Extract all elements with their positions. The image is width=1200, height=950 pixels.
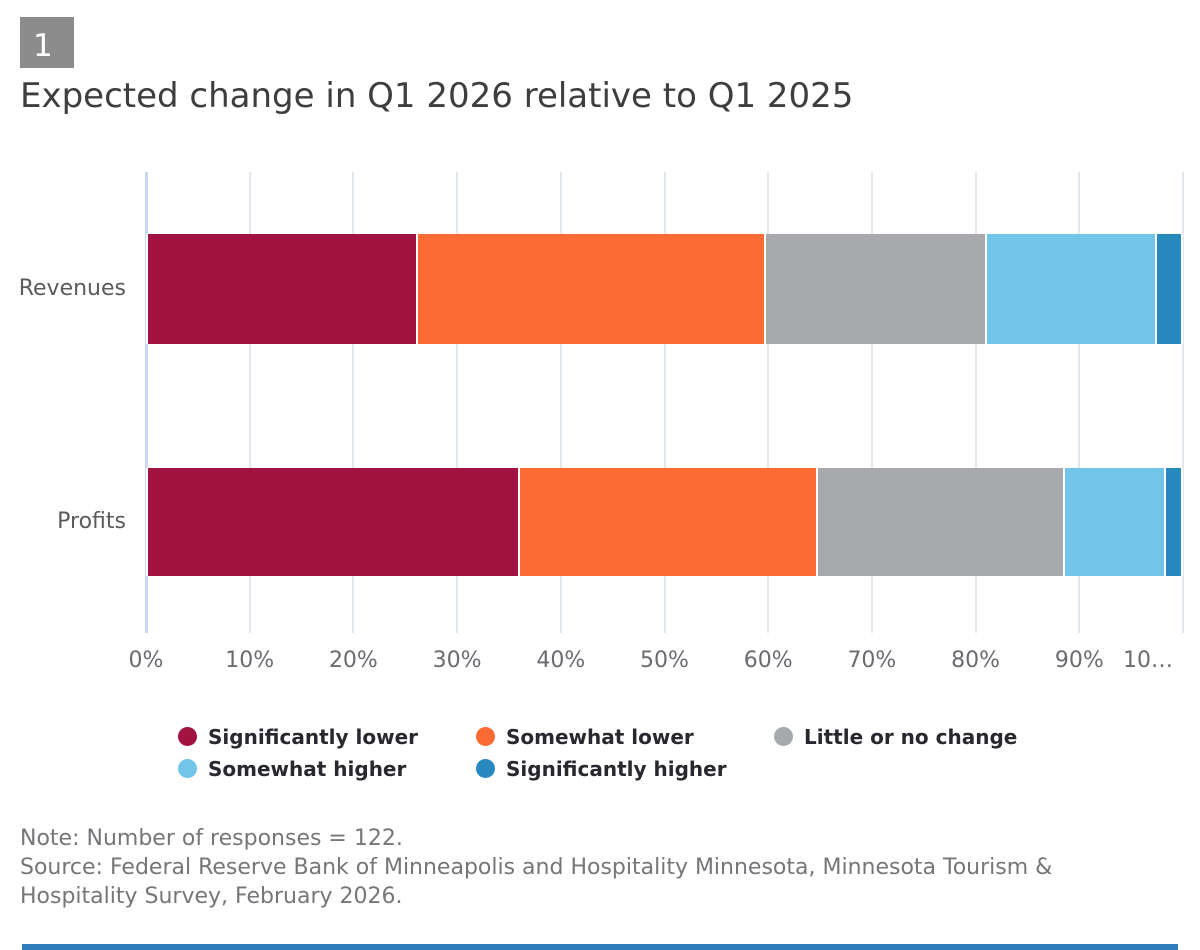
bar-segment-somewhat-lower[interactable] (520, 468, 818, 576)
legend-label: Significantly higher (506, 756, 727, 781)
x-tick-label: 70% (847, 648, 897, 673)
legend-dot (476, 727, 495, 746)
bar-segment-significantly-higher[interactable] (1166, 468, 1183, 576)
gridline (352, 172, 355, 633)
footnotes: Note: Number of responses = 122. Source:… (20, 824, 1160, 911)
x-axis: 0% 10% 20% 30% 40% 50% 60% 70% 80% 90% 10… (129, 648, 1183, 680)
gridline (456, 172, 459, 633)
bar-revenues (146, 234, 1183, 344)
legend-dot (178, 759, 197, 778)
x-tick-label: 40% (536, 648, 586, 673)
x-tick-label: 10% (225, 648, 275, 673)
legend-item-somewhat-lower[interactable]: Somewhat lower (476, 721, 774, 752)
bar-segment-significantly-lower[interactable] (146, 468, 521, 576)
gridline (559, 172, 562, 633)
note-line: Note: Number of responses = 122. (20, 826, 403, 851)
x-tick-label: 90% (1054, 648, 1104, 673)
x-tick-label: 20% (328, 648, 378, 673)
bar-segment-significantly-lower[interactable] (146, 234, 418, 344)
legend-label: Significantly lower (208, 724, 418, 749)
bar-profits (146, 468, 1183, 576)
chart-title: Expected change in Q1 2026 relative to Q… (20, 76, 854, 116)
legend-label: Somewhat lower (506, 724, 694, 749)
footer-accent-bar (22, 944, 1178, 950)
gridline (1182, 172, 1184, 633)
legend-item-significantly-higher[interactable]: Significantly higher (476, 753, 774, 784)
x-tick-label: 50% (640, 648, 689, 673)
gridline (1078, 172, 1081, 633)
figure-number-badge: 1 (20, 17, 74, 68)
gridline (145, 172, 148, 633)
gridline (663, 172, 666, 633)
x-tick-label: 60% (743, 648, 793, 673)
gridline (767, 172, 770, 633)
bar-segment-somewhat-lower[interactable] (417, 234, 767, 344)
legend-item-somewhat-higher[interactable]: Somewhat higher (178, 753, 476, 784)
x-tick-label: 80% (951, 648, 1001, 673)
legend-label: Somewhat higher (208, 756, 407, 781)
plot-area (145, 172, 1184, 633)
legend: Significantly lower Somewhat lower Little … (178, 721, 1104, 784)
source-line: Source: Federal Reserve Bank of Minneapo… (20, 855, 1053, 909)
legend-item-little-or-no-change[interactable]: Little or no change (774, 721, 1104, 752)
bar-segment-little-or-no-change[interactable] (766, 234, 987, 344)
bar-segment-somewhat-higher[interactable] (986, 234, 1158, 344)
x-tick-label: 30% (432, 648, 482, 673)
legend-dot (178, 727, 197, 746)
legend-dot (774, 727, 793, 746)
bar-segment-little-or-no-change[interactable] (817, 468, 1065, 576)
y-category-label-revenues: Revenues (18, 276, 126, 301)
gridline (870, 172, 873, 633)
x-tick-label: 10… (1123, 648, 1173, 673)
legend-label: Little or no change (804, 724, 1018, 749)
bar-segment-significantly-higher[interactable] (1157, 234, 1183, 344)
legend-dot (476, 759, 495, 778)
y-category-label-profits: Profits (57, 509, 126, 534)
bar-segment-somewhat-higher[interactable] (1064, 468, 1167, 576)
gridline (248, 172, 251, 633)
legend-item-significantly-lower[interactable]: Significantly lower (178, 721, 476, 752)
gridline (974, 172, 977, 633)
x-tick-label: 0% (128, 648, 164, 673)
